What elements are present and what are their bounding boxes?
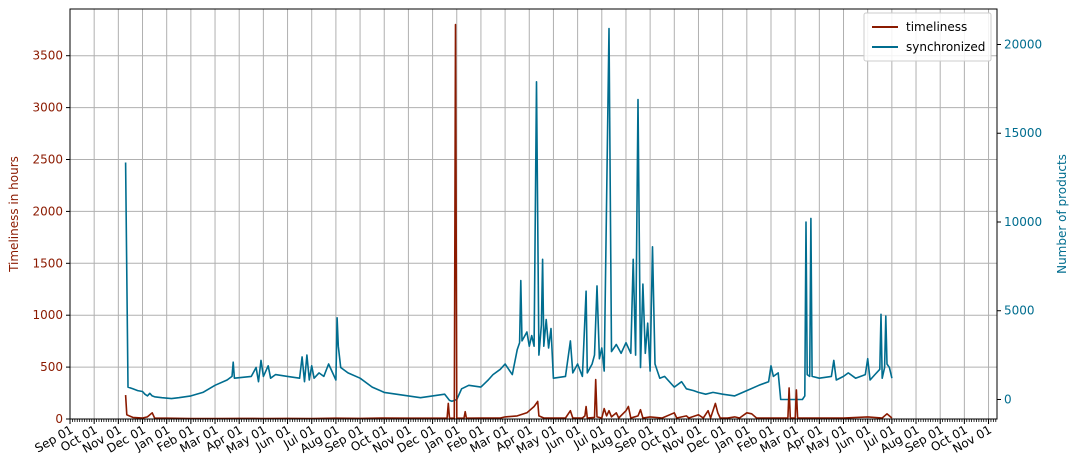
y-axis-right: 0 5000 10000 15000 20000 bbox=[997, 37, 1042, 406]
legend-label-synchronized: synchronized bbox=[906, 40, 985, 54]
legend-label-timeliness: timeliness bbox=[906, 20, 967, 34]
series-line-synchronized bbox=[124, 27, 893, 403]
series-line-timeliness bbox=[124, 23, 893, 419]
y-right-tick-label: 20000 bbox=[1004, 37, 1042, 51]
y-left-tick-label: 2500 bbox=[32, 153, 63, 167]
series-layer bbox=[124, 23, 893, 419]
y-left-tick-label: 500 bbox=[40, 360, 63, 374]
legend: timeliness synchronized bbox=[863, 12, 992, 62]
y-left-tick-label: 2000 bbox=[32, 204, 63, 218]
y-left-tick-label: 1500 bbox=[32, 256, 63, 270]
y-right-tick-label: 0 bbox=[1004, 392, 1012, 406]
plot-frame bbox=[69, 8, 998, 420]
y-right-tick-label: 15000 bbox=[1004, 126, 1042, 140]
y-axis-left: 0 500 1000 1500 2000 2500 3000 3500 bbox=[32, 49, 70, 426]
y-right-tick-label: 5000 bbox=[1004, 304, 1035, 318]
y-left-tick-label: 3500 bbox=[32, 49, 63, 63]
legend-box bbox=[863, 12, 992, 62]
y-right-tick-label: 10000 bbox=[1004, 215, 1042, 229]
y-axis-right-title: Number of products bbox=[1055, 154, 1069, 274]
grid-layer bbox=[69, 9, 997, 420]
y-left-tick-label: 0 bbox=[55, 412, 63, 426]
y-left-tick-label: 1000 bbox=[32, 308, 63, 322]
y-axis-left-title: Timeliness in hours bbox=[7, 156, 21, 273]
y-left-tick-label: 3000 bbox=[32, 101, 63, 115]
